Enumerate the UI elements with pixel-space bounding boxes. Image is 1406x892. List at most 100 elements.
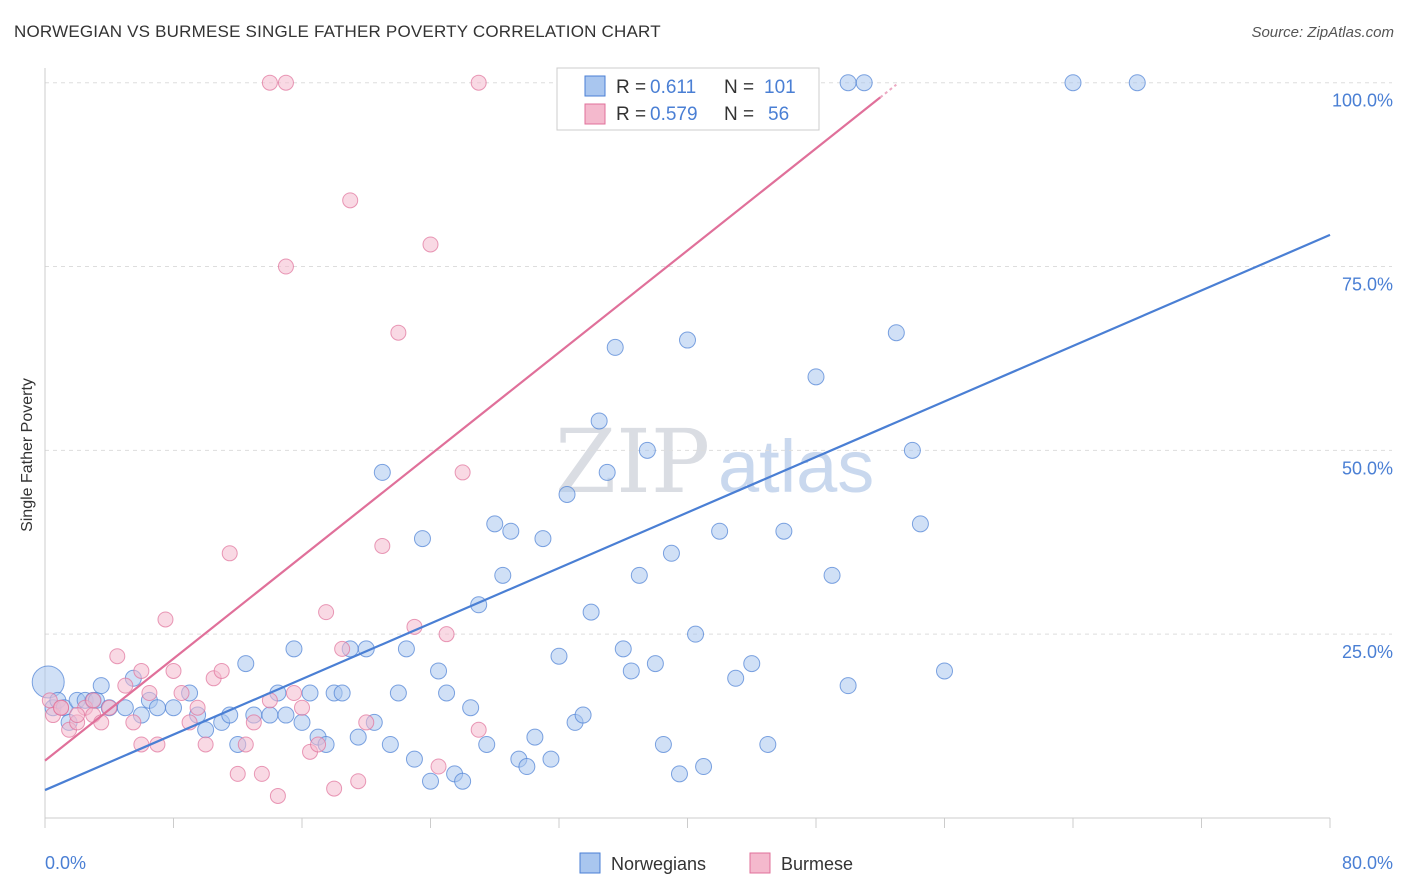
point-burmese-45 <box>430 758 447 775</box>
point-norwegians-61 <box>550 647 568 665</box>
bottom-legend-swatch-norwegians <box>579 852 601 874</box>
point-burmese-44 <box>422 236 439 253</box>
y-tick-label-50: 50.0% <box>1342 458 1393 478</box>
trend-line-norwegians <box>44 233 1331 792</box>
series-legend: Norwegians Burmese <box>579 852 853 874</box>
watermark-zip: ZIP <box>555 410 710 513</box>
legend-n-value-2: 56 <box>768 104 789 125</box>
point-burmese-47 <box>454 464 471 481</box>
point-norwegians-15 <box>148 699 166 717</box>
point-norwegians-85 <box>807 368 825 386</box>
trend-line-burmese <box>44 96 881 762</box>
point-burmese-27 <box>253 765 270 782</box>
point-burmese-15 <box>157 611 174 628</box>
point-burmese-50 <box>277 74 294 91</box>
y-tick-label-25: 25.0% <box>1342 642 1393 662</box>
point-norwegians-68 <box>606 338 624 356</box>
point-norwegians-98 <box>1128 74 1146 92</box>
point-norwegians-49 <box>454 772 472 790</box>
point-burmese-11 <box>125 714 142 731</box>
x-tick-label-max: 80.0% <box>1342 853 1393 873</box>
point-norwegians-54 <box>494 566 512 584</box>
point-norwegians-36 <box>349 728 367 746</box>
point-norwegians-62 <box>558 485 576 503</box>
point-norwegians-39 <box>373 463 391 481</box>
point-burmese-36 <box>326 780 343 797</box>
legend-r-value-2: 0.579 <box>650 104 698 125</box>
y-tick-label-75: 75.0% <box>1342 275 1393 295</box>
watermark: ZIP atlas <box>555 410 874 513</box>
bottom-legend-burmese: Burmese <box>781 854 853 874</box>
point-norwegians-91 <box>936 662 953 680</box>
point-burmese-31 <box>285 685 302 701</box>
point-norwegians-79 <box>695 758 713 776</box>
point-burmese-55 <box>53 699 70 716</box>
point-burmese-37 <box>334 640 351 657</box>
trend-lines <box>44 83 1331 792</box>
legend-n-value-1: 101 <box>764 77 796 98</box>
point-norwegians-40 <box>381 735 399 753</box>
point-norwegians-86 <box>823 566 841 584</box>
point-norwegians-67 <box>598 463 616 481</box>
point-norwegians-47 <box>438 684 456 702</box>
point-norwegians-89 <box>903 441 921 459</box>
point-norwegians-30 <box>301 684 319 702</box>
point-burmese-42 <box>390 324 407 341</box>
point-norwegians-34 <box>333 684 351 702</box>
legend-swatch-burmese <box>584 103 606 125</box>
point-norwegians-42 <box>397 640 415 658</box>
point-norwegians-64 <box>574 706 592 724</box>
point-burmese-41 <box>374 537 391 554</box>
point-burmese-51 <box>470 74 487 91</box>
point-burmese-30 <box>277 258 294 275</box>
point-norwegians-82 <box>743 655 761 673</box>
point-burmese-53 <box>85 692 102 709</box>
point-norwegians-81 <box>727 669 745 687</box>
point-norwegians-84 <box>775 522 793 540</box>
point-burmese-13 <box>141 685 158 701</box>
point-burmese-32 <box>294 699 310 716</box>
bottom-legend-swatch-burmese <box>749 852 771 874</box>
bottom-legend-norwegians: Norwegians <box>611 854 706 874</box>
point-burmese-25 <box>237 736 254 753</box>
point-norwegians-50 <box>462 699 480 717</box>
point-norwegians-72 <box>638 441 656 459</box>
point-burmese-40 <box>358 714 375 731</box>
point-norwegians-41 <box>389 684 407 702</box>
point-burmese-10 <box>117 677 134 694</box>
point-burmese-20 <box>197 736 214 753</box>
point-norwegians-55 <box>502 522 520 540</box>
point-norwegians-27 <box>277 706 295 724</box>
point-norwegians-43 <box>405 750 423 768</box>
point-burmese-19 <box>189 699 206 716</box>
point-norwegians-53 <box>486 515 504 533</box>
grid <box>45 82 1392 635</box>
point-burmese-46 <box>438 626 455 643</box>
y-tick-label-100: 100.0% <box>1332 91 1393 111</box>
point-norwegians-76 <box>670 765 688 783</box>
point-norwegians-11 <box>116 699 134 717</box>
chart-title: NORWEGIAN VS BURMESE SINGLE FATHER POVER… <box>14 22 661 41</box>
point-burmese-17 <box>173 685 190 701</box>
point-burmese-54 <box>69 707 86 724</box>
point-norwegians-45 <box>422 772 439 790</box>
point-norwegians-23 <box>237 655 255 673</box>
legend-r-label-2: R = <box>616 104 646 125</box>
point-norwegians-77 <box>679 331 696 349</box>
point-norwegians-80 <box>711 522 729 540</box>
stats-legend: R = 0.611 N = 101 R = 0.579 N = 56 <box>556 67 820 131</box>
tick-labels: 25.0% 50.0% 75.0% 100.0% 0.0% 80.0% <box>45 91 1393 873</box>
point-burmese-34 <box>310 736 327 753</box>
point-norwegians-44 <box>413 530 431 548</box>
legend-n-label-1: N = <box>724 77 754 98</box>
point-norwegians-90 <box>911 515 929 533</box>
point-burmese-48 <box>470 721 487 738</box>
trend-line-burmese-extension <box>879 83 897 99</box>
point-norwegians-16 <box>165 699 182 717</box>
point-norwegians-29 <box>293 713 311 731</box>
point-norwegians-73 <box>646 655 664 673</box>
point-norwegians-66 <box>590 412 608 430</box>
point-norwegians-65 <box>582 603 600 621</box>
point-norwegians-88 <box>887 324 905 342</box>
